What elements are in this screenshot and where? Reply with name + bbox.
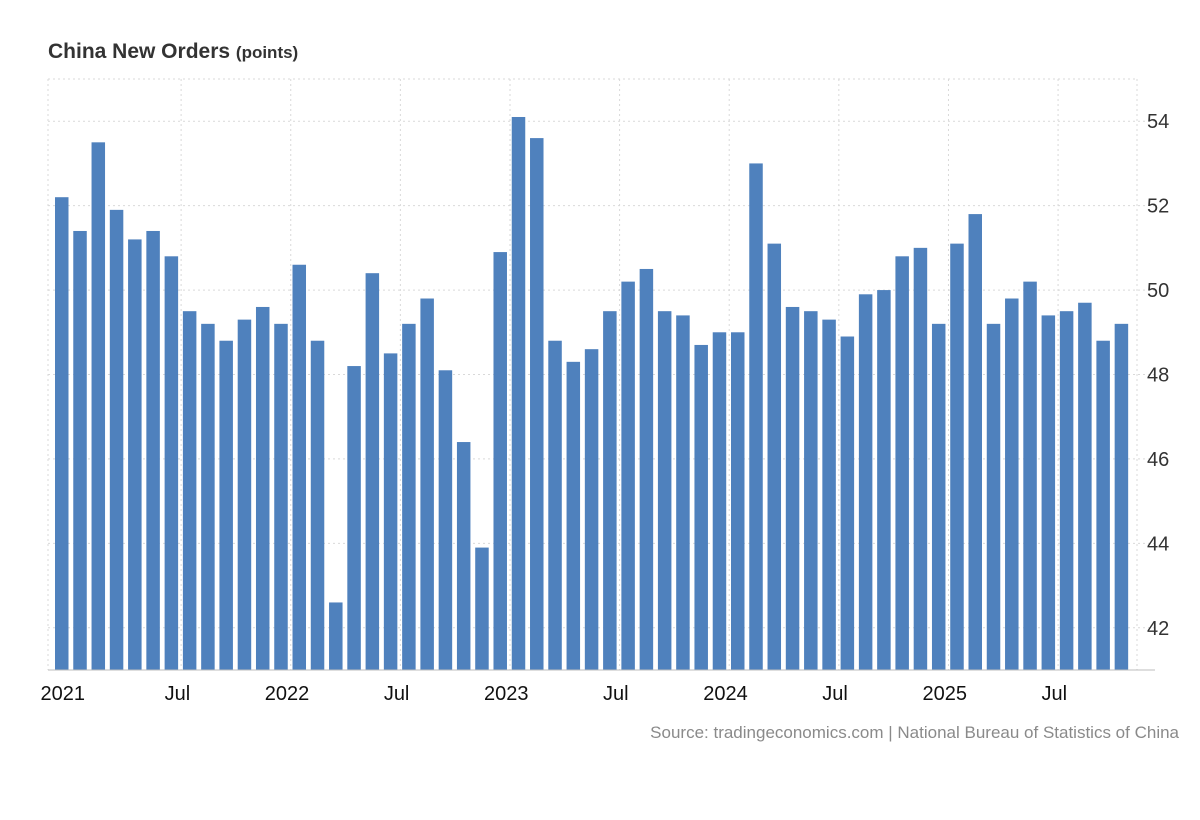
bar: [730, 332, 745, 670]
bar: [310, 340, 325, 670]
bar: [274, 323, 288, 670]
bar: [986, 323, 1001, 670]
x-tick-label: 2023: [484, 683, 529, 705]
bars-layer: [55, 116, 1129, 671]
bar: [402, 323, 416, 670]
bar: [1096, 340, 1110, 670]
bar: [822, 319, 836, 670]
y-tick-label: 48: [1147, 365, 1169, 387]
bar: [639, 268, 654, 670]
bar: [219, 340, 233, 670]
axis-layer: 42 44 46 48 50 52 54 2021 Jul 2022 Jul 2023 Jul 2024 J…: [41, 111, 1170, 705]
bar: [475, 547, 489, 670]
bar: [1059, 311, 1074, 670]
bar: [767, 243, 782, 670]
bar: [566, 361, 581, 670]
bar: [950, 243, 964, 670]
y-tick-label: 54: [1147, 111, 1169, 133]
x-tick-label: Jul: [384, 683, 410, 705]
bar: [511, 116, 526, 670]
bar: [621, 281, 635, 670]
chart-title-unit: (points): [235, 43, 299, 62]
bar: [804, 311, 818, 670]
bar: [493, 252, 507, 671]
bar: [255, 306, 270, 670]
x-tick-label: 2022: [265, 683, 310, 705]
y-tick-label: 42: [1147, 618, 1169, 640]
x-tick-label: 2021: [41, 683, 86, 705]
bar: [456, 442, 471, 670]
bar: [913, 247, 928, 670]
bar: [91, 142, 106, 671]
bar: [931, 323, 946, 670]
bar: [438, 370, 453, 670]
bar: [73, 230, 87, 670]
bar: [237, 319, 252, 670]
bar: [109, 209, 124, 670]
y-tick-label: 52: [1147, 196, 1169, 218]
source-text: Source: tradingeconomics.com | National …: [650, 723, 1179, 742]
bar: [1041, 315, 1056, 670]
bar: [694, 344, 708, 670]
bar: [201, 323, 215, 670]
bar: [1023, 281, 1037, 670]
bar: [128, 239, 142, 670]
bar: [548, 340, 562, 670]
bar: [785, 306, 800, 670]
bar: [1005, 298, 1019, 670]
bar: [749, 163, 763, 670]
bar: [1078, 302, 1092, 670]
bar: [895, 256, 909, 670]
grid-layer: [47, 78, 1155, 670]
bar: [182, 311, 197, 670]
y-tick-label: 44: [1147, 533, 1169, 555]
bar: [1114, 323, 1129, 670]
bar: [164, 256, 179, 670]
bar: [347, 366, 361, 670]
bar: [55, 197, 69, 670]
bar: [530, 138, 544, 671]
bar: [584, 349, 599, 670]
bar: [858, 294, 873, 670]
bar: [877, 290, 891, 670]
bar: [383, 353, 398, 670]
bar: [657, 311, 672, 670]
x-tick-label: 2025: [922, 683, 967, 705]
bar: [712, 332, 727, 670]
chart-title-text: China New Orders: [48, 40, 231, 63]
bar: [420, 298, 434, 670]
bar: [676, 315, 690, 670]
bar: [603, 311, 617, 670]
y-tick-label: 50: [1147, 280, 1169, 302]
bar: [840, 336, 855, 670]
x-tick-label: Jul: [1042, 683, 1068, 705]
bar: [968, 214, 982, 671]
bar: [365, 273, 380, 670]
chart-title: China New Orders (points): [48, 40, 298, 64]
bar: [292, 264, 307, 670]
x-tick-label: 2024: [703, 683, 748, 705]
x-tick-label: Jul: [822, 683, 848, 705]
y-tick-label: 46: [1147, 449, 1169, 471]
x-tick-label: Jul: [165, 683, 191, 705]
x-tick-label: Jul: [603, 683, 629, 705]
bar: [329, 602, 343, 670]
bar: [146, 230, 160, 670]
